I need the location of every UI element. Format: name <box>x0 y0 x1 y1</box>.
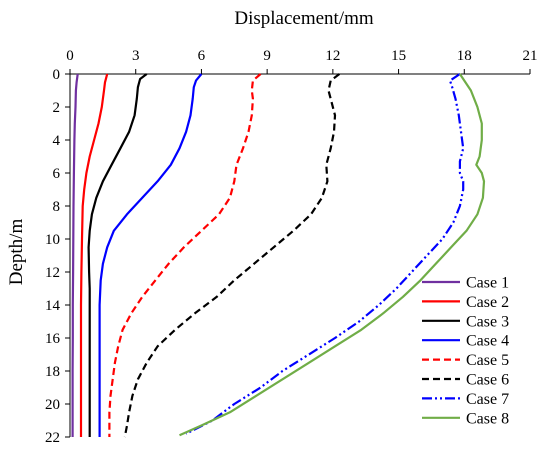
legend: Case 1 Case 2 Case 3 Case 4 Case 5 Case 6 Case… <box>422 275 509 427</box>
series-line-case-8 <box>179 73 486 437</box>
y-tick-label: 4 <box>53 133 61 149</box>
x-tick-label: 0 <box>66 48 74 64</box>
x-tick-label: 21 <box>523 48 538 64</box>
y-tick-label: 18 <box>45 364 60 380</box>
series-layer <box>71 73 486 438</box>
series-line-case-3 <box>87 73 148 437</box>
x-tick-label: 18 <box>457 48 472 64</box>
x-axis-title: Displacement/mm <box>234 8 374 29</box>
x-tick-label: 12 <box>325 48 340 64</box>
legend-label-case-8: Case 8 <box>466 410 509 427</box>
y-tick-label: 6 <box>53 166 61 182</box>
series-line-case-6 <box>123 73 341 438</box>
x-tick-label: 3 <box>132 48 140 64</box>
series-line-case-5 <box>108 73 262 437</box>
legend-label-case-3: Case 3 <box>466 313 509 330</box>
y-tick-label: 14 <box>45 298 61 314</box>
legend-label-case-4: Case 4 <box>466 333 509 350</box>
y-tick-label: 20 <box>45 397 60 413</box>
y-tick-label: 2 <box>53 100 61 116</box>
y-tick-label: 10 <box>45 232 60 248</box>
y-tick-label: 0 <box>53 67 61 83</box>
legend-label-case-6: Case 6 <box>466 372 509 389</box>
y-axis-title: Depth/m <box>6 219 27 286</box>
y-tick-label: 12 <box>45 265 60 281</box>
y-tick-label: 8 <box>53 199 61 215</box>
y-tick-label: 22 <box>45 430 60 446</box>
legend-label-case-5: Case 5 <box>466 352 509 369</box>
legend-label-case-2: Case 2 <box>466 294 509 311</box>
axes: 0 3 6 9 12 15 18 21 0 2 4 6 8 10 12 14 16 18 20 22 <box>45 48 538 446</box>
x-tick-label: 15 <box>391 48 406 64</box>
series-line-case-7 <box>185 73 465 435</box>
series-line-case-4 <box>98 73 203 437</box>
x-tick-label: 6 <box>198 48 206 64</box>
series-line-case-1 <box>71 73 79 437</box>
legend-label-case-1: Case 1 <box>466 275 509 292</box>
y-tick-label: 16 <box>45 331 61 347</box>
series-line-case-2 <box>79 73 109 437</box>
x-tick-label: 9 <box>263 48 271 64</box>
legend-label-case-7: Case 7 <box>466 391 509 408</box>
